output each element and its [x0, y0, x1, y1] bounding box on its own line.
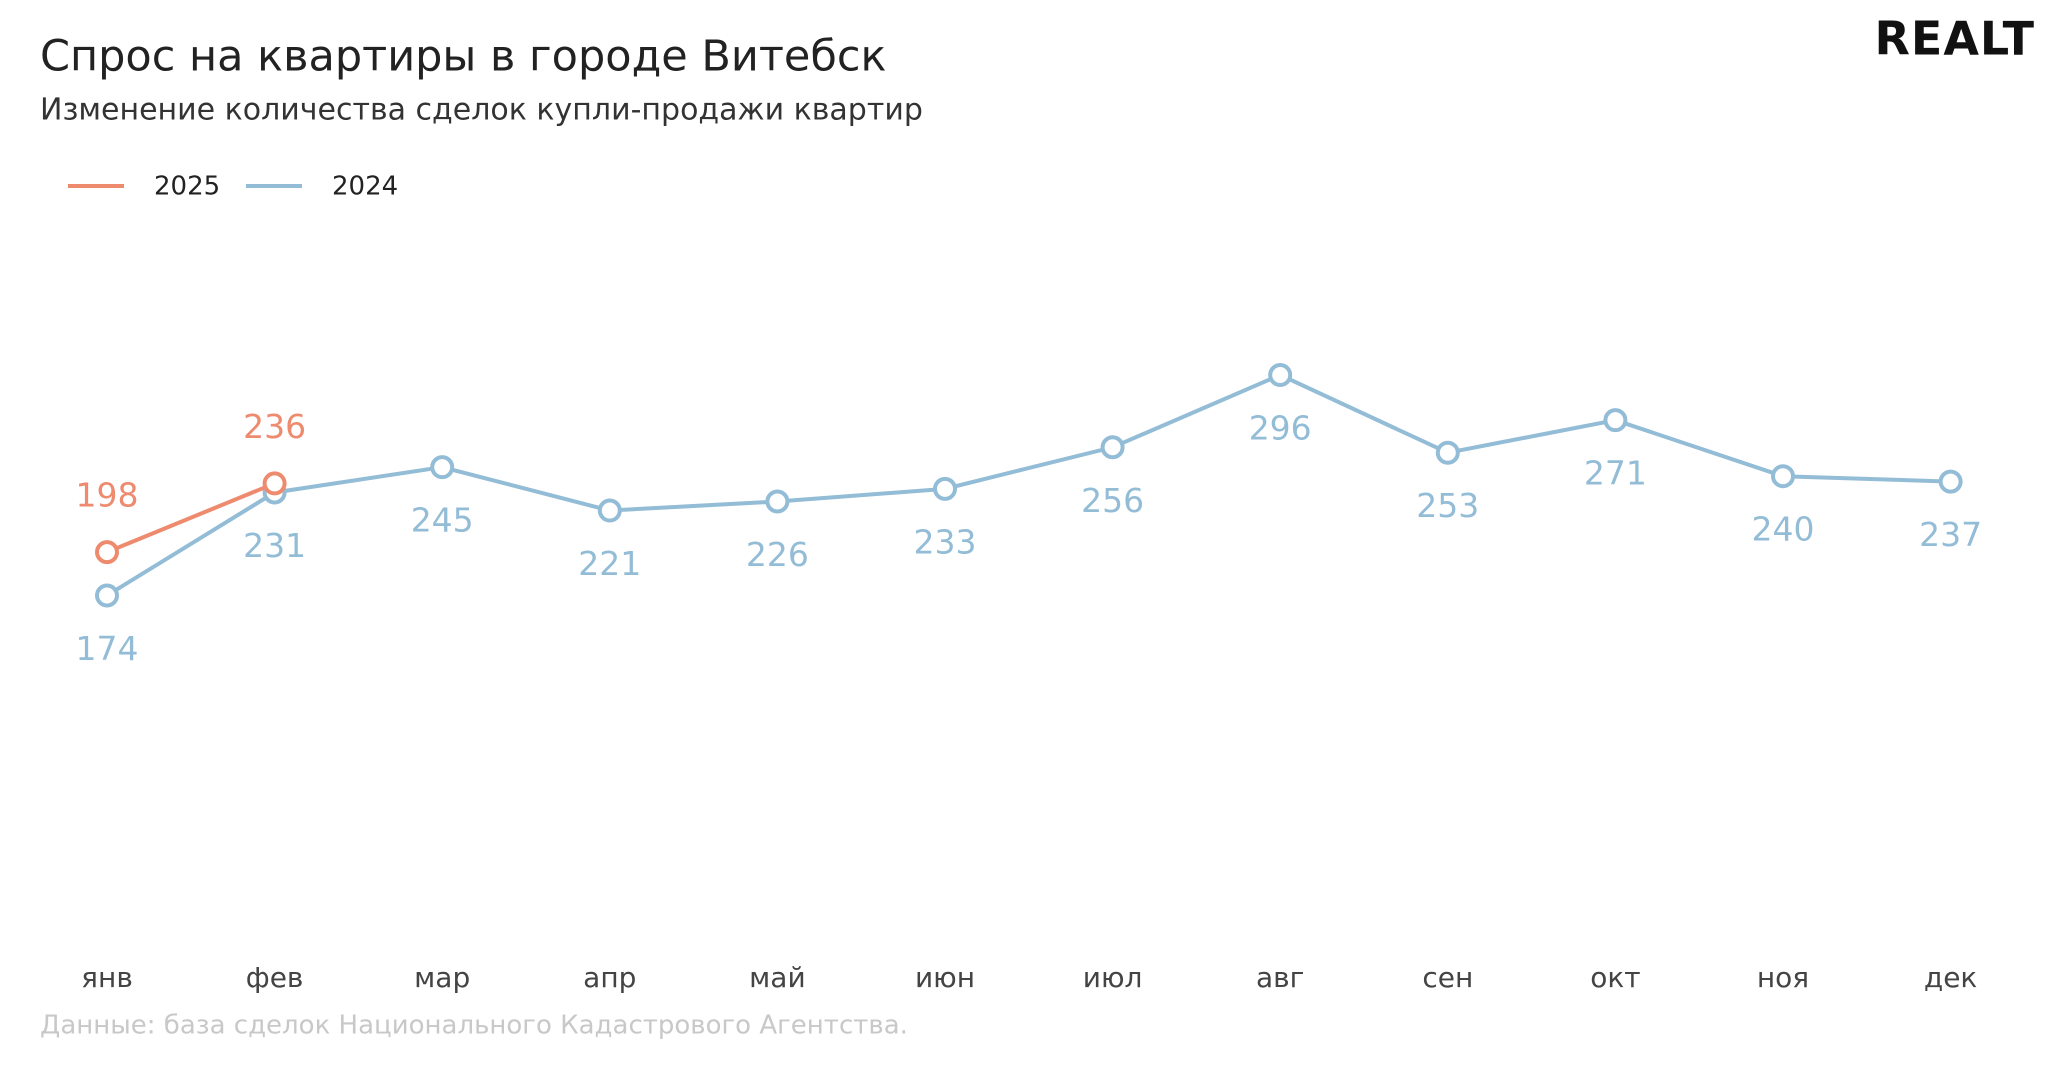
series-line	[105, 372, 1951, 598]
data-label: 198	[76, 476, 139, 515]
data-label: 174	[76, 629, 139, 668]
legend-label: 2025	[154, 172, 220, 202]
x-tick-label: май	[749, 961, 805, 994]
x-tick-label: дек	[1924, 961, 1978, 994]
data-label: 240	[1752, 510, 1815, 549]
data-label: 253	[1416, 486, 1479, 525]
point-marker	[597, 498, 622, 523]
point-marker	[95, 540, 119, 565]
series-line	[106, 481, 276, 554]
data-label: 237	[1919, 515, 1982, 554]
point-marker	[430, 455, 455, 480]
data-label: 256	[1081, 481, 1144, 520]
legend-label: 2024	[332, 172, 398, 202]
point-marker	[1435, 440, 1460, 465]
chart-subtitle: Изменение количества сделок купли-продаж…	[40, 93, 923, 128]
x-tick-label: ноя	[1757, 961, 1809, 994]
point-marker	[1603, 408, 1628, 433]
chart-title: Спрос на квартиры в городе Витебск	[40, 32, 887, 82]
data-label: 271	[1584, 454, 1647, 493]
data-label: 236	[243, 407, 306, 446]
x-tick-label: окт	[1590, 961, 1640, 994]
data-label: 296	[1249, 408, 1312, 447]
data-label: 231	[243, 526, 306, 565]
point-marker	[95, 583, 119, 608]
x-tick-label: июл	[1083, 961, 1143, 994]
point-marker	[1771, 464, 1795, 489]
data-label: 245	[411, 501, 474, 540]
point-marker	[1268, 362, 1293, 387]
data-label: 221	[578, 544, 641, 583]
point-marker	[933, 476, 957, 501]
x-tick-label: янв	[81, 961, 133, 994]
x-tick-label: сен	[1422, 961, 1473, 994]
point-marker	[1938, 469, 1963, 494]
data-label: 226	[746, 535, 809, 574]
logo: REALT	[1874, 12, 2035, 66]
x-tick-label: апр	[583, 961, 636, 994]
x-tick-label: фев	[246, 961, 304, 994]
point-marker	[262, 471, 287, 496]
data-label: 233	[914, 522, 977, 561]
point-marker	[765, 489, 790, 514]
point-marker	[1100, 435, 1125, 460]
source-note: Данные: база сделок Национального Кадаст…	[40, 1011, 908, 1041]
x-tick-label: мар	[414, 961, 470, 994]
x-tick-label: июн	[915, 961, 975, 994]
x-tick-label: авг	[1256, 961, 1304, 994]
